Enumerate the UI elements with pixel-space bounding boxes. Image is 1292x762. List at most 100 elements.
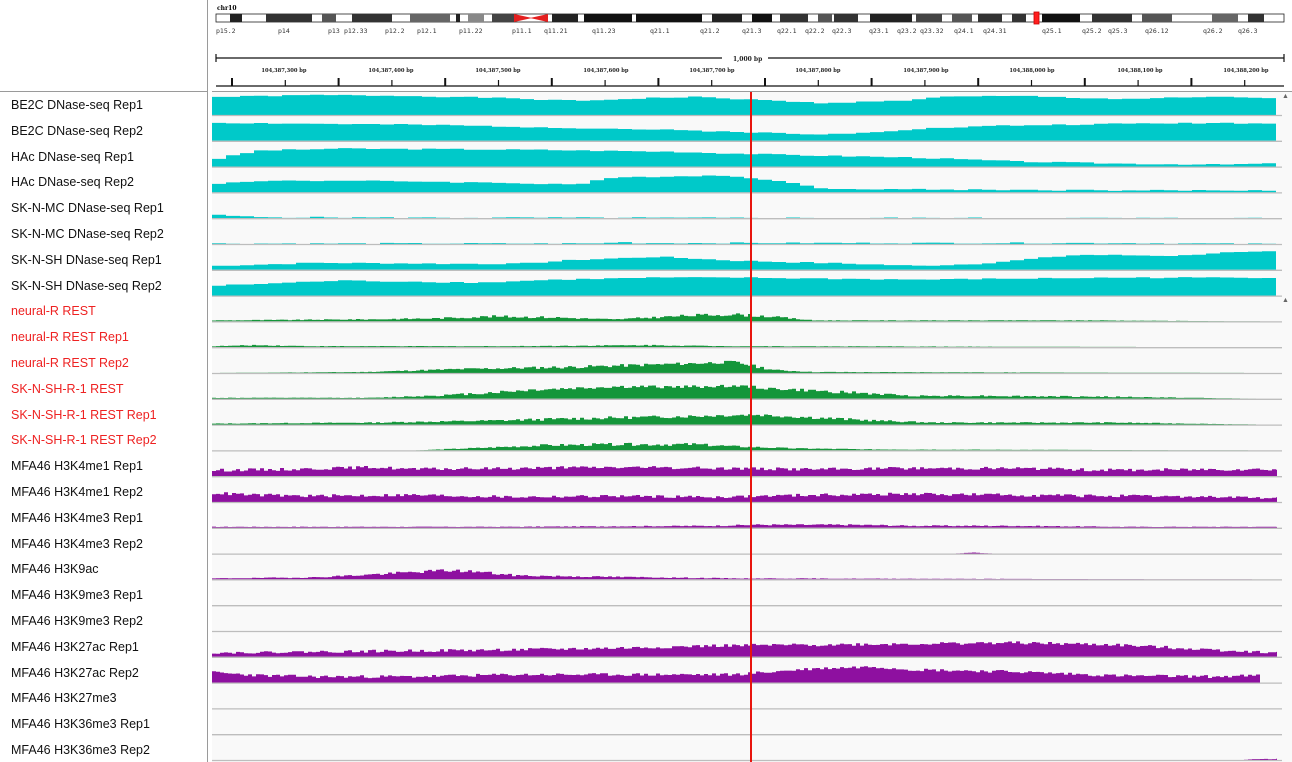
- band-label: q23.32: [920, 27, 944, 35]
- track-name-label[interactable]: SK-N-SH-R-1 REST: [11, 381, 124, 396]
- ideogram-band: [468, 14, 484, 22]
- track-name-panel: BE2C DNase-seq Rep1 BE2C DNase-seq Rep2 HA…: [0, 92, 208, 762]
- band-label: p11.1: [512, 27, 532, 35]
- track-name-label[interactable]: HAc DNase-seq Rep1: [11, 149, 134, 164]
- centromere-q-icon: [530, 14, 548, 22]
- track-name-label[interactable]: MFA46 H3K36me3 Rep1: [11, 717, 150, 732]
- ideogram-band: [1212, 14, 1238, 22]
- scroll-marker-icon[interactable]: ▲: [1282, 297, 1289, 304]
- track-name-label[interactable]: BE2C DNase-seq Rep2: [11, 123, 144, 138]
- track-signal-dnase: [212, 251, 1277, 270]
- ruler-tick-label: 104,388,000 bp: [1009, 68, 1055, 74]
- track-signal-rest: [212, 344, 1277, 348]
- track-signal-histone: [212, 524, 1277, 528]
- track-name-label[interactable]: MFA46 H3K9me3 Rep2: [11, 614, 144, 628]
- band-label: q11.23: [592, 27, 616, 35]
- band-label: p13: [328, 27, 340, 35]
- ideogram-band: [1092, 14, 1132, 22]
- track-name-label[interactable]: MFA46 H3K27me3: [11, 691, 117, 706]
- ruler-tick-label: 104,388,100 bp: [1117, 68, 1163, 74]
- track-name-label[interactable]: SK-N-SH DNase-seq Rep1: [11, 252, 162, 267]
- track-signal-rest: [212, 414, 1277, 425]
- band-label: q26.3: [1238, 27, 1258, 35]
- track-signal-dnase: [212, 148, 1277, 167]
- track-name-label[interactable]: MFA46 H3K27ac Rep1: [11, 639, 139, 654]
- track-name-label[interactable]: MFA46 H3K4me3 Rep2: [11, 536, 144, 551]
- ideogram-band: [834, 14, 858, 22]
- track-signal-histone: [212, 492, 1277, 502]
- ideogram-band: [492, 14, 516, 22]
- track-signal-rest: [212, 442, 1277, 451]
- track-name-label[interactable]: SK-N-SH-R-1 REST Rep1: [11, 407, 157, 422]
- band-label: q25.2: [1082, 27, 1102, 35]
- band-label: q26.2: [1203, 27, 1223, 35]
- track-name-label[interactable]: MFA46 H3K4me1 Rep2: [11, 485, 144, 499]
- scroll-up-icon[interactable]: ▲: [1282, 93, 1289, 100]
- chromosome-label: chr10: [217, 5, 237, 12]
- track-signal-histone: [212, 758, 1277, 760]
- band-label: q25.3: [1108, 27, 1128, 35]
- track-signal-rest: [212, 360, 1277, 373]
- track-name-label[interactable]: BE2C DNase-seq Rep1: [11, 98, 144, 112]
- ruler-tick-label: 104,387,900 bp: [903, 68, 949, 74]
- ideogram-band: [230, 14, 242, 22]
- ruler-tick-label: 104,387,600 bp: [583, 68, 629, 74]
- ideogram-band: [752, 14, 772, 22]
- band-label: q26.12: [1145, 27, 1169, 35]
- ruler-tick-label: 104,387,800 bp: [795, 68, 841, 74]
- ideogram-band: [584, 14, 632, 22]
- track-signals[interactable]: [212, 92, 1292, 762]
- ideogram-band: [870, 14, 912, 22]
- band-label: q25.1: [1042, 27, 1062, 35]
- band-label: q22.1: [777, 27, 797, 35]
- track-signal-rest: [212, 384, 1277, 399]
- track-signal-dnase: [212, 214, 1277, 219]
- ruler-tick-label: 104,387,400 bp: [368, 68, 414, 74]
- track-name-label[interactable]: MFA46 H3K9ac: [11, 562, 99, 577]
- ruler-panel[interactable]: p15.2 p14 p13 p12.33 p12.2 p12.1 p11.22 p11.1 q1…: [212, 0, 1292, 92]
- track-name-label[interactable]: HAc DNase-seq Rep2: [11, 175, 134, 190]
- ruler-tick-label: 104,387,500 bp: [475, 68, 521, 74]
- band-label: p15.2: [216, 27, 236, 35]
- track-name-label[interactable]: MFA46 H3K4me3 Rep1: [11, 510, 144, 525]
- ideogram-band: [712, 14, 742, 22]
- track-name-label[interactable]: SK-N-SH DNase-seq Rep2: [11, 278, 162, 293]
- track-signal-histone: [212, 552, 1277, 554]
- track-name-label[interactable]: neural-R REST Rep1: [11, 330, 129, 345]
- band-label: p14: [278, 27, 290, 35]
- ideogram-band: [1248, 14, 1264, 22]
- band-label: q21.1: [650, 27, 670, 35]
- track-signal-histone: [212, 666, 1277, 683]
- track-name-label[interactable]: SK-N-MC DNase-seq Rep1: [11, 201, 164, 216]
- track-name-label[interactable]: SK-N-MC DNase-seq Rep2: [11, 227, 164, 241]
- band-label: q21.2: [700, 27, 720, 35]
- header-blank-panel: [0, 0, 208, 92]
- band-label: p11.22: [459, 27, 483, 35]
- track-signal-histone: [212, 569, 1277, 580]
- ideogram-band: [322, 14, 336, 22]
- ideogram-band: [266, 14, 312, 22]
- track-name-label[interactable]: MFA46 H3K36me3 Rep2: [11, 743, 150, 757]
- track-signal-histone: [212, 641, 1277, 657]
- track-name-label[interactable]: neural-R REST: [11, 304, 96, 319]
- current-locus-marker[interactable]: [1033, 11, 1040, 25]
- ideogram-band: [978, 14, 1002, 22]
- track-data-panel[interactable]: ▲ ▲: [212, 92, 1292, 762]
- track-name-label[interactable]: MFA46 H3K4me1 Rep1: [11, 459, 144, 474]
- band-label: q23.2: [897, 27, 917, 35]
- track-name-label[interactable]: neural-R REST Rep2: [11, 356, 129, 370]
- track-name-label[interactable]: MFA46 H3K9me3 Rep1: [11, 588, 144, 603]
- track-signal-dnase: [212, 242, 1277, 244]
- ideogram-band: [552, 14, 578, 22]
- ideogram-band: [636, 14, 702, 22]
- track-signal-dnase: [212, 94, 1277, 115]
- ideogram-band: [818, 14, 832, 22]
- ruler-tick-label: 104,387,300 bp: [261, 68, 307, 74]
- track-name-label[interactable]: MFA46 H3K27ac Rep2: [11, 665, 139, 680]
- band-label: q23.1: [869, 27, 889, 35]
- track-signal-dnase: [212, 175, 1277, 193]
- band-label: p12.1: [417, 27, 437, 35]
- ruler-graphic[interactable]: p15.2 p14 p13 p12.33 p12.2 p12.1 p11.22 p11.1 q1…: [212, 0, 1292, 91]
- band-label: q22.2: [805, 27, 825, 35]
- track-name-label[interactable]: SK-N-SH-R-1 REST Rep2: [11, 433, 157, 448]
